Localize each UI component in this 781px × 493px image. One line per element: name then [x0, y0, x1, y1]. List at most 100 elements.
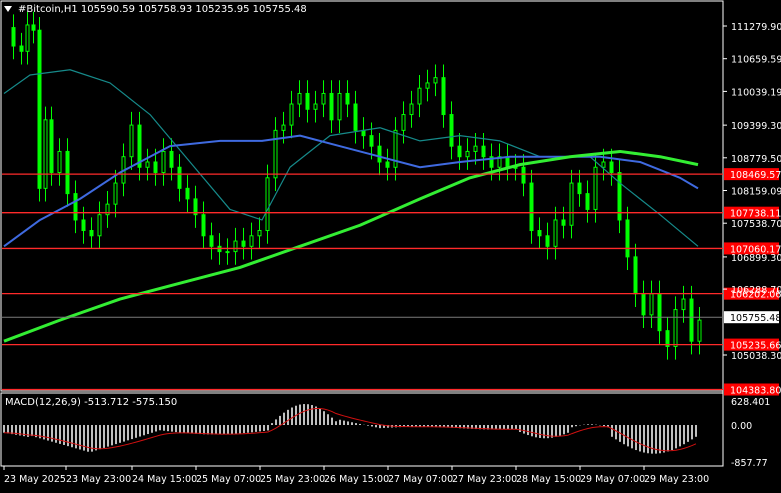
candle-body — [369, 135, 374, 147]
candle-body — [37, 29, 42, 189]
candle-body — [401, 114, 406, 131]
current-price-box — [724, 311, 779, 324]
time-tick-label: 23 May 23:00 — [66, 474, 131, 485]
macd-axis-label: 628.401 — [731, 397, 770, 408]
macd-axis-label: 0.00 — [731, 421, 752, 432]
time-tick-label: 29 May 07:00 — [580, 474, 645, 485]
candle-body — [561, 219, 566, 226]
candle-body — [649, 293, 654, 316]
candle-body — [689, 298, 694, 342]
time-tick-label: 25 May 23:00 — [260, 474, 325, 485]
candle-body — [497, 156, 502, 168]
price-tick-label: 108779.50 — [731, 154, 781, 165]
candle-body — [465, 150, 470, 158]
price-tick-label: 110659.59 — [731, 55, 781, 66]
macd-axis-label: -857.77 — [731, 458, 768, 469]
candle-body — [585, 193, 590, 210]
candle-body — [25, 24, 30, 52]
time-tick-label: 26 May 15:00 — [324, 474, 389, 485]
candle-body — [321, 92, 326, 105]
candle-body — [529, 182, 534, 232]
candle-body — [185, 187, 190, 200]
candle-body — [569, 182, 574, 226]
candle-body — [105, 203, 110, 216]
candle-body — [441, 77, 446, 116]
candle-body — [385, 161, 390, 168]
candle-body — [233, 240, 238, 253]
level-label-box — [724, 287, 779, 300]
candle-body — [657, 293, 662, 332]
ma-blue-line — [3, 134, 699, 248]
levels-layer: 108469.57 107738.11 107060.17 106202.06 1052… — [2, 168, 781, 396]
candle-body — [545, 235, 550, 247]
price-tick-label: 105038.30 — [731, 351, 781, 362]
price-axis: 111279.90 110659.59 110039.19 109399.30 1087… — [723, 22, 781, 362]
chart-title: #Bitcoin,H1 105590.59 105758.93 105235.9… — [18, 4, 307, 15]
time-tick-label: 29 May 23:00 — [644, 474, 709, 485]
time-tick-label: 23 May 2025 — [4, 474, 66, 485]
candle-body — [169, 150, 174, 168]
level-label: 106202.06 — [730, 290, 781, 301]
price-tick-label: 106288.70 — [731, 285, 781, 296]
candle-body — [601, 161, 606, 168]
candle-body — [137, 124, 142, 168]
price-tick-label: 107538.70 — [731, 219, 781, 230]
time-tick-label: 28 May 15:00 — [516, 474, 581, 485]
candles-layer — [11, 11, 702, 360]
candle-body — [449, 114, 454, 147]
level-label: 105235.66 — [730, 341, 781, 352]
time-tick-label: 25 May 07:00 — [196, 474, 261, 485]
candle-body — [665, 330, 670, 347]
candle-body — [313, 103, 318, 110]
candle-body — [281, 124, 286, 131]
candle-body — [201, 214, 206, 237]
price-tick-label: 108159.09 — [731, 187, 781, 198]
candle-body — [609, 161, 614, 174]
candle-body — [49, 119, 54, 174]
candle-body — [353, 103, 358, 131]
macd-layer: 628.401 0.00 -857.77 — [3, 397, 770, 469]
candle-body — [329, 92, 334, 121]
candle-body — [43, 119, 48, 189]
candle-body — [337, 92, 342, 121]
candle-body — [489, 156, 494, 168]
price-tick-label: 106899.30 — [731, 253, 781, 264]
candle-body — [481, 145, 486, 158]
candle-body — [697, 319, 702, 342]
candle-body — [433, 77, 438, 84]
candle-body — [177, 166, 182, 189]
time-tick-label: 27 May 23:00 — [452, 474, 517, 485]
candle-body — [417, 87, 422, 105]
candle-body — [113, 182, 118, 205]
candle-body — [425, 82, 430, 89]
time-tick-label: 27 May 07:00 — [388, 474, 453, 485]
candle-body — [641, 293, 646, 316]
symbol-menu-icon[interactable] — [4, 6, 12, 12]
level-label-box — [724, 168, 779, 181]
candle-body — [553, 219, 558, 247]
level-label: 107738.11 — [730, 209, 781, 220]
candle-body — [193, 198, 198, 216]
candle-body — [593, 166, 598, 210]
ma-teal-line — [3, 69, 699, 247]
macd-signal-line — [3, 407, 697, 452]
candle-body — [305, 92, 310, 110]
candle-body — [57, 150, 62, 174]
candle-body — [673, 309, 678, 347]
candle-body — [257, 230, 262, 237]
candle-body — [521, 166, 526, 184]
candle-body — [273, 129, 278, 179]
macd-title: MACD(12,26,9) -513.712 -575.150 — [5, 397, 178, 408]
candle-body — [161, 150, 166, 174]
candle-body — [457, 145, 462, 158]
time-tick-label: 24 May 15:00 — [132, 474, 197, 485]
candle-body — [681, 298, 686, 311]
candle-body — [473, 145, 478, 152]
candle-body — [297, 92, 302, 105]
price-tick-label: 109399.30 — [731, 121, 781, 132]
level-label-box — [724, 383, 779, 396]
level-label: 107060.17 — [730, 244, 781, 255]
candle-body — [361, 129, 366, 137]
